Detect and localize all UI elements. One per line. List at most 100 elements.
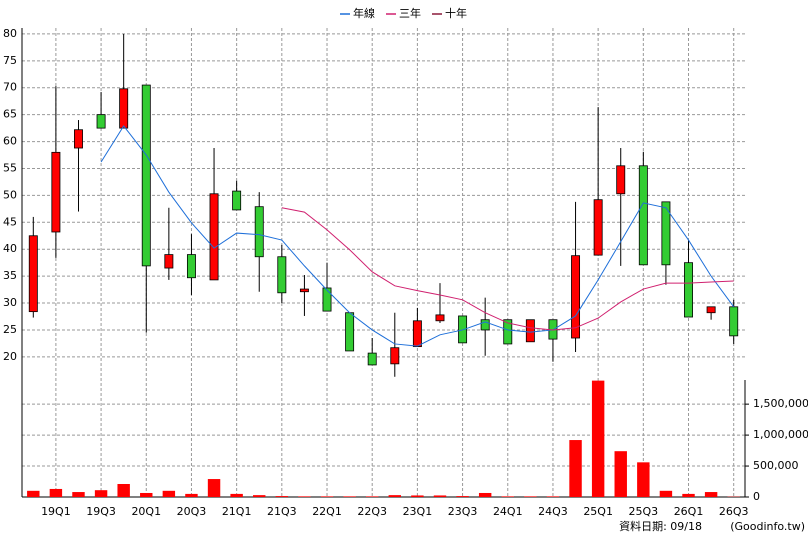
volume-bar [185,493,198,497]
candle-body [209,193,219,281]
volume-bar [433,495,447,497]
volume-bar [298,496,311,497]
candle-body [186,254,196,279]
y-tick-label: 20 [3,350,17,363]
y-tick-label: 65 [3,108,17,121]
x-tick-label: 19Q3 [86,505,116,518]
y-tick-label: 60 [3,135,17,148]
volume-bar [365,496,379,497]
candle-body [458,315,468,344]
x-tick-label: 24Q1 [493,505,523,518]
y2-tick-label: 0 [753,490,760,503]
x-tick-label: 26Q3 [719,505,749,518]
candle-body [232,190,242,211]
candle-body [390,347,400,365]
volume-bar [659,490,673,497]
volume-bar [343,496,356,497]
candle-body [367,352,377,366]
candle-body [96,114,106,129]
volume-bar [94,490,108,497]
volume-bar [501,496,514,497]
candle-body [141,84,151,267]
volume-bar [411,495,424,497]
y-tick-label: 45 [3,215,17,228]
candle-body [277,256,287,294]
y-tick-label: 70 [3,81,17,94]
candle-body [684,262,693,318]
line-series [100,125,735,347]
x-tick-label: 26Q1 [674,505,704,518]
x-tick-label: 21Q1 [222,505,252,518]
candle-body [571,255,581,339]
candle-body [51,151,61,233]
x-tick-label: 20Q3 [177,505,207,518]
x-tick-label: 24Q3 [538,505,568,518]
y2-tick-label: 1,000,000 [753,428,808,441]
candle-body [28,235,38,313]
candle-body [119,88,129,129]
candle-body [412,320,422,348]
candle-body [435,314,445,322]
volume-bar [275,496,289,497]
x-tick-label: 25Q1 [583,505,613,518]
volume-bar [637,462,650,497]
volume-bar [72,492,85,497]
x-tick-label: 19Q1 [41,505,71,518]
candle-body [616,165,626,195]
candle-body [503,319,513,345]
volume-bar [230,493,243,497]
x-tick-label: 21Q3 [267,505,297,518]
x-tick-label: 22Q3 [357,505,387,518]
volume-bar [388,495,402,497]
y-tick-label: 40 [3,242,17,255]
volume-bar [614,451,627,497]
volume-bar [49,488,63,497]
candle-body [480,319,490,331]
volume-bar [478,492,492,497]
legend-label: 年線 [353,6,375,20]
x-tick-label: 22Q1 [312,505,342,518]
y-tick-label: 75 [3,54,17,67]
candle-body [729,306,739,337]
data-date: 資料日期: 09/18 [619,519,702,533]
x-tick-label: 23Q3 [448,505,478,518]
y-tick-label: 80 [3,27,17,40]
y2-tick-label: 1,500,000 [753,397,808,410]
candle-body [164,254,174,269]
legend-label: 十年 [445,6,467,20]
y-tick-label: 25 [3,323,17,336]
candle-body [322,287,332,312]
volume-bar [456,496,469,497]
candle-body [254,206,264,258]
legend-label: 三年 [399,6,421,20]
volume-bar [117,484,130,497]
volume-bar [27,490,40,497]
candle-body [299,288,309,293]
y-tick-label: 35 [3,269,17,282]
line-series [281,207,734,331]
candle-body [593,199,603,256]
source: (Goodinfo.tw) [730,520,805,533]
volume-bar [207,479,221,497]
x-tick-label: 23Q1 [403,505,433,518]
x-tick-label: 20Q1 [131,505,161,518]
y2-tick-label: 500,000 [753,459,799,472]
volume-bar [162,490,176,497]
volume-bar [569,440,582,497]
volume-bar [524,496,537,497]
volume-bar [140,492,153,497]
volume-bar [591,380,605,497]
volume-bar [320,496,334,497]
candle-body [74,129,83,149]
volume-bar [546,496,560,497]
candle-body [661,201,671,266]
y-tick-label: 30 [3,296,17,309]
y-tick-label: 55 [3,161,17,174]
y-tick-label: 50 [3,188,17,201]
x-tick-label: 25Q3 [629,505,659,518]
volume-bar [253,495,266,497]
candle-body [706,306,716,314]
volume-bar [682,493,695,497]
candle-body [638,165,648,266]
